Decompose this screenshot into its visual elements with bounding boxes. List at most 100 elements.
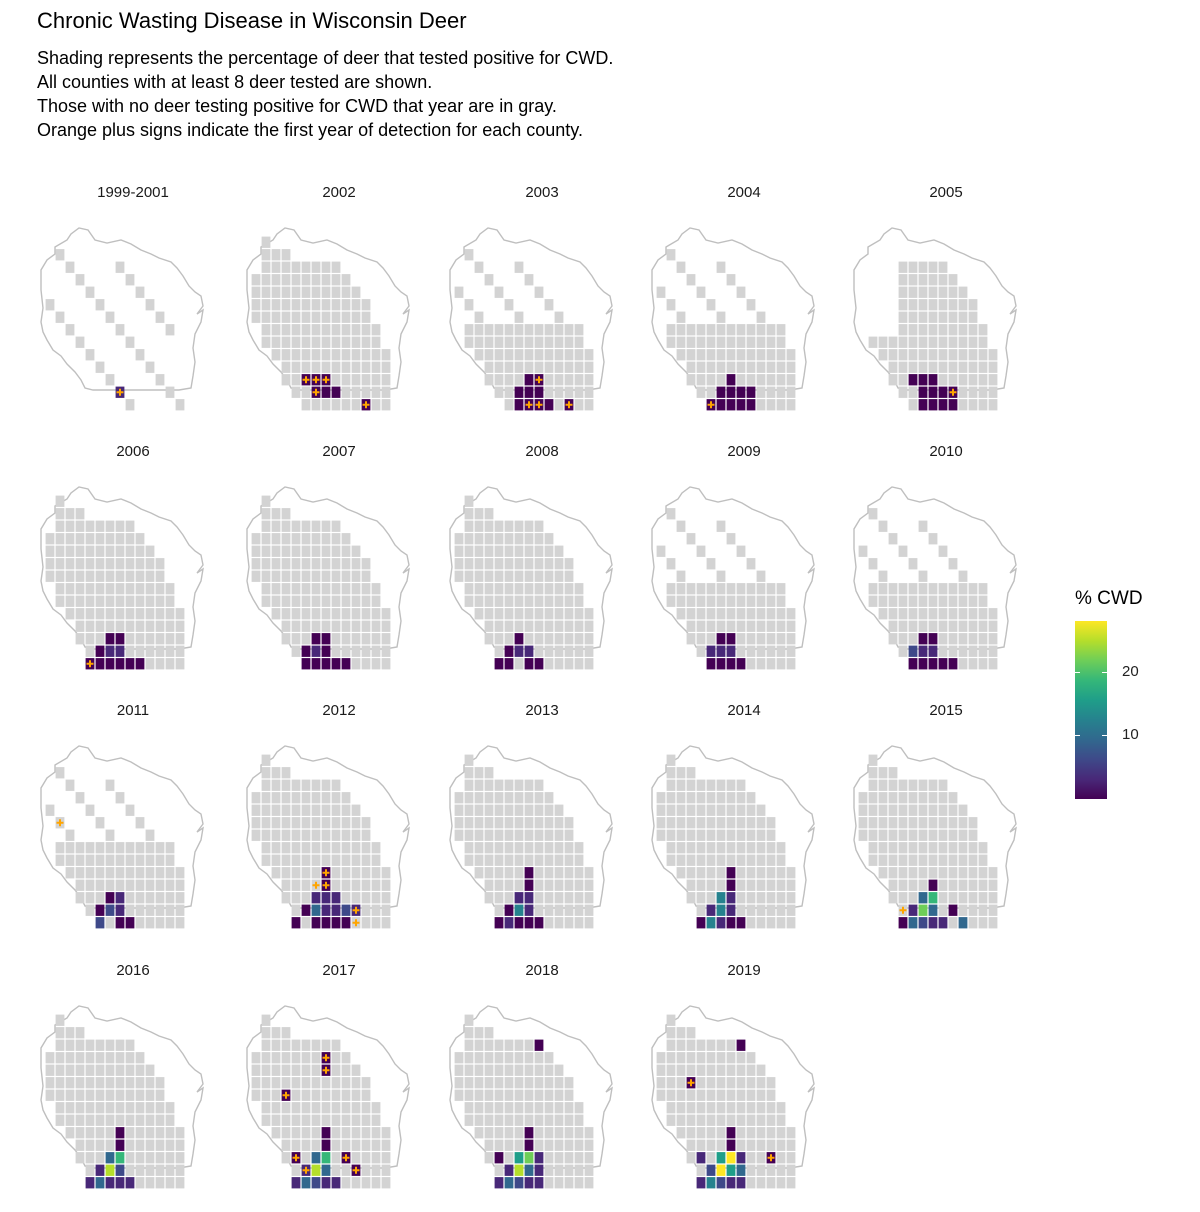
county-tested-negative <box>281 286 291 298</box>
county-tested-negative <box>968 892 978 904</box>
county-tested-negative <box>756 1164 766 1176</box>
county-tested-negative <box>361 299 371 311</box>
county-tested-negative <box>686 608 696 620</box>
county-tested-negative <box>75 595 85 607</box>
county-tested-negative <box>858 804 868 816</box>
county-tested-negative <box>75 1152 85 1164</box>
county-tested-negative <box>554 817 564 829</box>
county-tested-negative <box>321 520 331 532</box>
county-tested-negative <box>756 1177 766 1189</box>
county-tested-negative <box>85 1127 95 1139</box>
county-tested-negative <box>155 892 165 904</box>
county-tested-negative <box>686 1089 696 1101</box>
county-tested-negative <box>464 854 474 866</box>
county-tested-negative <box>514 349 524 361</box>
county-tested-negative <box>341 570 351 582</box>
county-tested-negative <box>464 533 474 545</box>
county-tested-negative <box>371 1127 381 1139</box>
county-tested-negative <box>868 842 878 854</box>
county-tested-negative <box>125 620 135 632</box>
county-tested-negative <box>706 558 716 570</box>
county-tested-negative <box>75 274 85 286</box>
county-tested-negative <box>454 792 464 804</box>
county-tested-negative <box>371 1114 381 1126</box>
county-tested-negative <box>261 545 271 557</box>
county-tested-negative <box>524 817 534 829</box>
county-tested-negative <box>584 1127 594 1139</box>
county-tested-negative <box>341 879 351 891</box>
county-tested-negative <box>251 1064 261 1076</box>
county-tested-negative <box>145 545 155 557</box>
county-tested-negative <box>726 854 736 866</box>
map-panel-2005: 2005 <box>846 184 1046 434</box>
county-tested-negative <box>281 633 291 645</box>
county-tested-negative <box>155 645 165 657</box>
county-tested-negative <box>706 854 716 866</box>
county-tested-negative <box>958 608 968 620</box>
county-tested-negative <box>125 804 135 816</box>
county-tested-negative <box>968 374 978 386</box>
county-tested-negative <box>474 792 484 804</box>
county-tested-negative <box>65 558 75 570</box>
county-tested-negative <box>776 867 786 879</box>
county-tested-negative <box>544 336 554 348</box>
county-tested-negative <box>564 361 574 373</box>
county-tested-negative <box>165 1164 175 1176</box>
county-tested-negative <box>321 779 331 791</box>
county-tested-negative <box>746 1089 756 1101</box>
county-tested-negative <box>776 399 786 411</box>
county-tested-negative <box>281 1114 291 1126</box>
county-cwd-positive <box>716 892 726 904</box>
county-tested-negative <box>716 1089 726 1101</box>
county-tested-negative <box>474 1089 484 1101</box>
county-tested-negative <box>514 804 524 816</box>
county-tested-negative <box>878 804 888 816</box>
county-tested-negative <box>291 311 301 323</box>
county-tested-negative <box>115 879 125 891</box>
county-tested-negative <box>271 608 281 620</box>
county-tested-negative <box>301 1077 311 1089</box>
county-cwd-positive <box>736 658 746 670</box>
county-tested-negative <box>978 854 988 866</box>
county-tested-negative <box>958 892 968 904</box>
county-tested-negative <box>321 854 331 866</box>
county-cwd-positive <box>928 399 938 411</box>
county-tested-negative <box>464 1102 474 1114</box>
county-tested-negative <box>766 817 776 829</box>
county-tested-negative <box>474 804 484 816</box>
county-tested-negative <box>341 792 351 804</box>
county-cwd-positive <box>321 1152 331 1164</box>
county-cwd-positive <box>331 892 341 904</box>
county-tested-negative <box>686 767 696 779</box>
county-tested-negative <box>165 892 175 904</box>
county-tested-negative <box>55 767 65 779</box>
county-tested-negative <box>888 792 898 804</box>
county-tested-negative <box>55 1114 65 1126</box>
county-tested-negative <box>696 324 706 336</box>
county-tested-negative <box>464 1027 474 1039</box>
county-tested-negative <box>45 1077 55 1089</box>
county-cwd-positive <box>726 1127 736 1139</box>
county-tested-negative <box>301 867 311 879</box>
county-tested-negative <box>251 533 261 545</box>
county-tested-negative <box>554 867 564 879</box>
county-cwd-positive <box>135 658 145 670</box>
county-tested-negative <box>686 1027 696 1039</box>
county-cwd-positive <box>696 917 706 929</box>
county-tested-negative <box>938 545 948 557</box>
county-tested-negative <box>311 399 321 411</box>
panel-year-label: 1999-2001 <box>97 184 169 201</box>
county-tested-negative <box>371 842 381 854</box>
county-tested-negative <box>574 1139 584 1151</box>
county-tested-negative <box>504 792 514 804</box>
county-tested-negative <box>115 533 125 545</box>
county-tested-negative <box>978 620 988 632</box>
county-tested-negative <box>125 892 135 904</box>
county-cwd-positive <box>105 904 115 916</box>
county-tested-negative <box>261 286 271 298</box>
county-tested-negative <box>958 842 968 854</box>
county-tested-negative <box>464 1039 474 1051</box>
county-tested-negative <box>291 386 301 398</box>
county-tested-negative <box>908 349 918 361</box>
county-cwd-positive <box>948 399 958 411</box>
